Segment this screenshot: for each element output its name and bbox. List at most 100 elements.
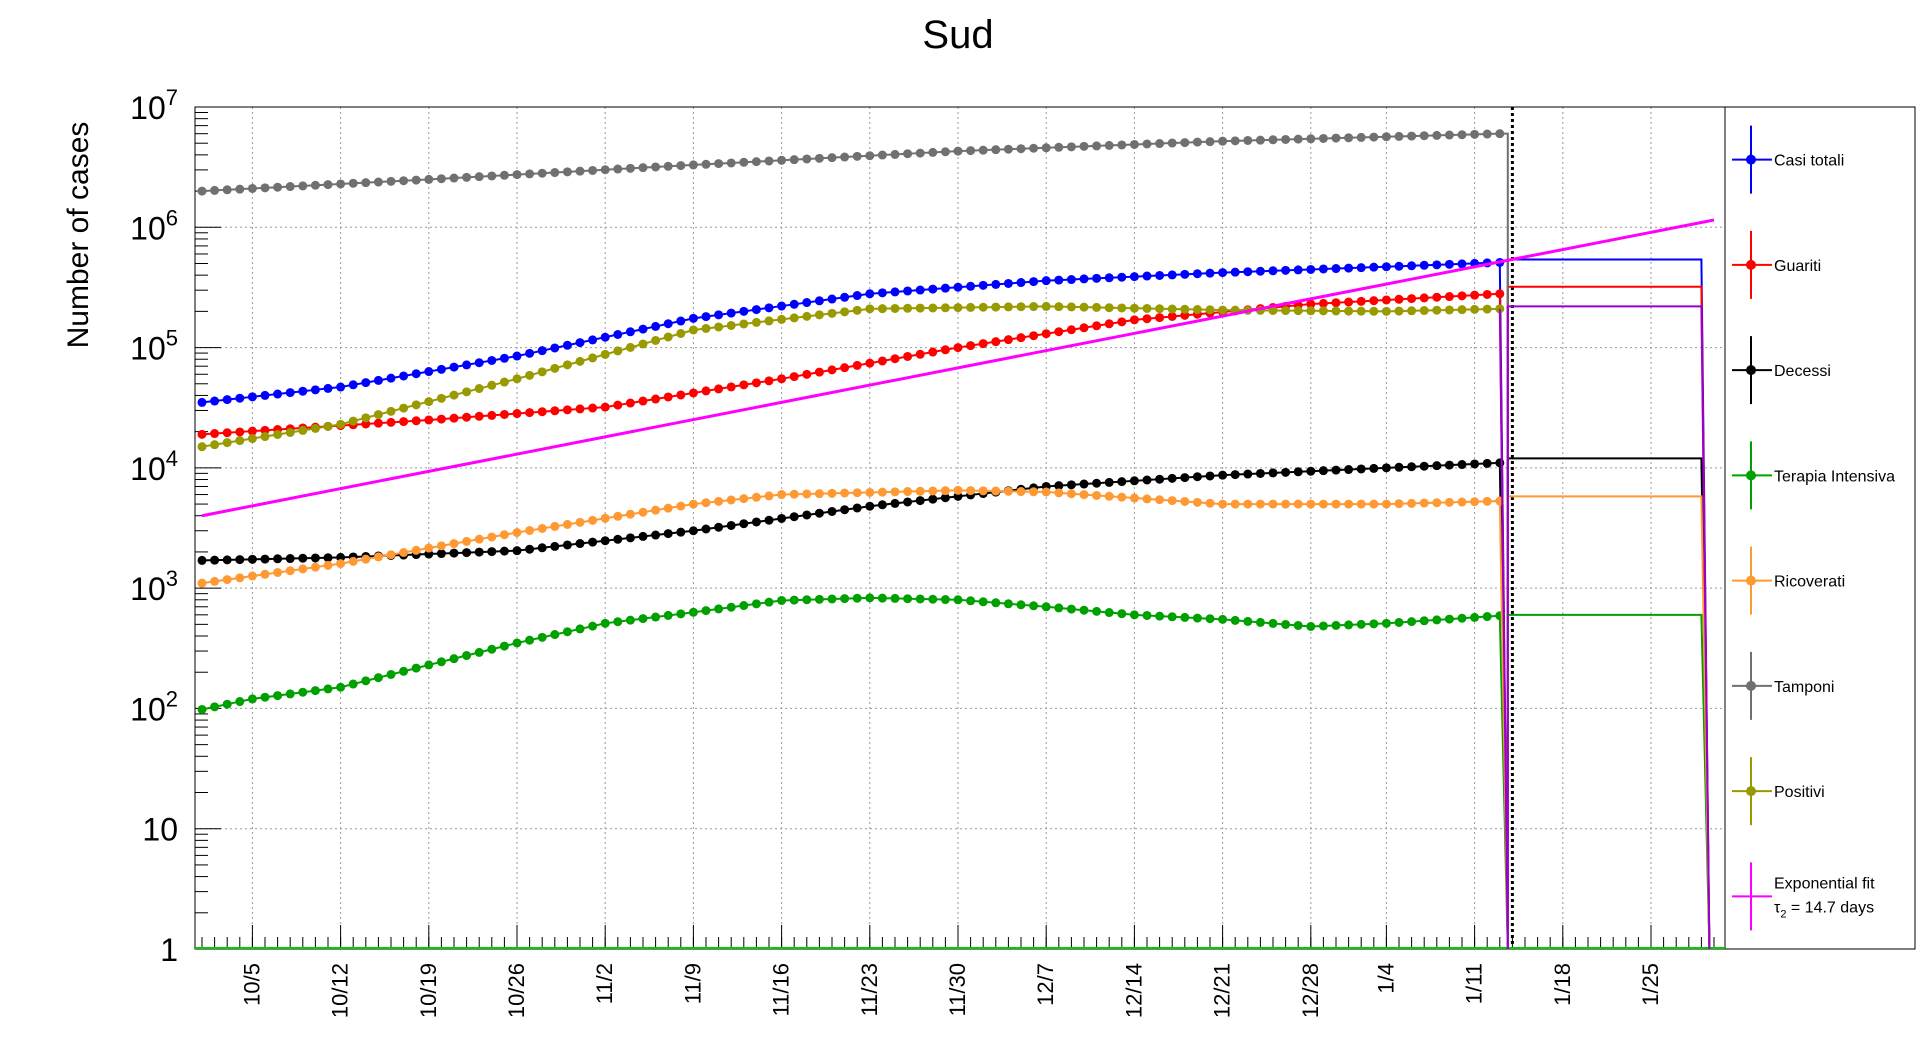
data-point	[915, 594, 925, 604]
data-point	[222, 438, 232, 448]
data-point	[600, 618, 610, 628]
data-point	[1293, 134, 1303, 144]
series-line	[201, 596, 1500, 711]
data-point	[1344, 263, 1354, 273]
data-point	[726, 602, 736, 612]
data-point	[1167, 270, 1177, 280]
data-point	[1356, 464, 1366, 474]
series-line	[201, 292, 1500, 436]
projection-line	[1498, 305, 1711, 950]
data-point	[777, 314, 787, 324]
data-point	[1041, 329, 1051, 339]
data-point	[777, 595, 787, 605]
data-point	[852, 305, 862, 315]
data-point	[273, 429, 283, 439]
data-point	[701, 606, 711, 616]
data-point	[462, 536, 472, 546]
data-point	[1394, 261, 1404, 271]
data-point	[386, 176, 396, 186]
data-point	[1003, 278, 1013, 288]
data-point	[1180, 269, 1190, 279]
y-axis-label: Number of cases	[62, 122, 95, 349]
data-point	[625, 533, 635, 543]
data-point	[1281, 265, 1291, 275]
data-point	[1293, 265, 1303, 275]
data-point	[411, 416, 421, 426]
data-point	[1192, 613, 1202, 623]
data-point	[877, 288, 887, 298]
legend-entry: Positivi	[1732, 757, 1825, 826]
data-point	[789, 313, 799, 323]
data-point	[991, 302, 1001, 312]
data-point	[613, 534, 623, 544]
data-point	[852, 291, 862, 301]
data-point	[1054, 275, 1064, 285]
legend-label: Ricoverati	[1774, 574, 1845, 591]
data-point	[1432, 498, 1442, 508]
data-point	[638, 614, 648, 624]
data-point	[613, 400, 623, 410]
data-point	[764, 491, 774, 501]
data-point	[399, 666, 409, 676]
data-point	[1230, 470, 1240, 480]
data-point	[1344, 620, 1354, 630]
data-point	[1066, 480, 1076, 490]
data-point	[424, 367, 434, 377]
data-point	[1281, 619, 1291, 629]
data-point	[714, 310, 724, 320]
data-point	[436, 364, 446, 374]
legend-swatch-marker	[1746, 154, 1756, 165]
data-point	[928, 594, 938, 604]
data-point	[714, 496, 724, 506]
data-point	[361, 413, 371, 423]
data-point	[688, 160, 698, 170]
data-point	[827, 488, 837, 498]
data-point	[474, 534, 484, 544]
data-point	[411, 545, 421, 555]
data-point	[310, 562, 320, 572]
data-point	[399, 417, 409, 427]
data-point	[1394, 306, 1404, 316]
data-point	[336, 552, 346, 562]
data-point	[1016, 333, 1026, 343]
data-point	[1255, 617, 1265, 627]
data-point	[1167, 612, 1177, 622]
data-point	[1218, 268, 1228, 278]
data-point	[1281, 499, 1291, 509]
legend-entry: Guariti	[1732, 230, 1821, 299]
x-tick-label: 10/26	[504, 963, 529, 1018]
data-point	[1444, 497, 1454, 507]
data-point	[613, 511, 623, 521]
data-point	[1394, 131, 1404, 141]
data-point	[487, 171, 497, 181]
data-point	[399, 403, 409, 413]
data-point	[1318, 306, 1328, 316]
data-point	[903, 594, 913, 604]
data-point	[663, 319, 673, 329]
data-point	[840, 594, 850, 604]
data-point	[625, 615, 635, 625]
data-point	[1457, 305, 1467, 315]
data-point	[903, 351, 913, 361]
data-point	[1066, 142, 1076, 152]
data-point	[1205, 471, 1215, 481]
data-point	[1230, 267, 1240, 277]
data-point	[210, 396, 220, 406]
data-point	[877, 150, 887, 160]
series-line	[201, 261, 1500, 404]
data-point	[1369, 619, 1379, 629]
data-point	[1482, 129, 1492, 139]
x-tick-label: 12/7	[1033, 963, 1058, 1006]
data-point	[222, 575, 232, 585]
data-point	[739, 306, 749, 316]
data-point	[966, 341, 976, 351]
data-point	[436, 657, 446, 667]
data-point	[1331, 264, 1341, 274]
x-tick-label: 1/11	[1462, 963, 1487, 1004]
data-point	[247, 392, 257, 402]
data-point	[1482, 289, 1492, 299]
data-point	[310, 686, 320, 696]
data-point	[260, 432, 270, 442]
data-point	[235, 697, 245, 707]
data-point	[1356, 306, 1366, 316]
